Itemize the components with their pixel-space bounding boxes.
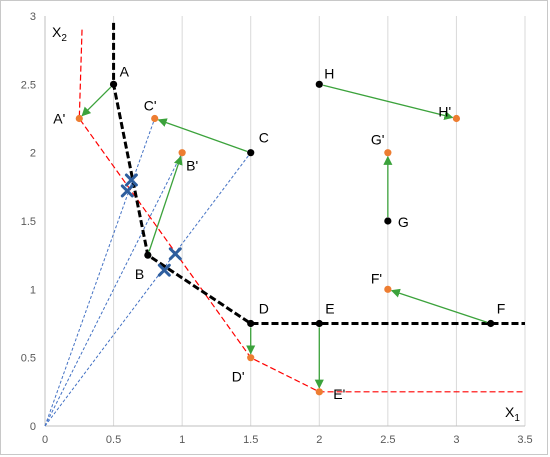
point-label-C-prime: C' [144,98,157,114]
frontiers [78,22,525,393]
point-A-prime [75,114,83,123]
x-tick-label: 1.5 [243,434,258,446]
point-label-A: A [120,63,130,79]
point-D [247,319,255,328]
x-tick-label: 1 [179,434,185,446]
y-tick-label: 2 [30,148,36,160]
x-tick-label: 2 [316,434,322,446]
origin-ray [44,118,156,427]
y-tick-label: 2.5 [21,79,36,91]
point-label-B: B [135,266,144,282]
point-G-prime [384,149,392,157]
points [75,80,495,396]
point-H [315,80,323,88]
point-label-G: G [398,214,409,230]
point-label-D: D [259,301,269,317]
point-label-E-prime: E' [333,386,345,402]
point-D-prime [247,354,255,362]
x-tick-label: 0 [42,434,48,446]
y-axis-label: X2 [52,24,67,44]
point-label-E: E [325,301,334,317]
point-label-C: C [259,130,269,146]
point-C-prime [151,114,159,123]
move-arrow-C [157,118,248,152]
x-tick-label: 2.5 [380,434,395,446]
point-E-prime [315,388,323,396]
y-tick-label: 0.5 [21,353,36,365]
point-label-H-prime: H' [438,104,451,120]
x-tick-label: 0.5 [106,434,121,446]
rays [44,118,252,427]
point-F [487,319,495,328]
intersection-cross [124,173,138,187]
point-B [144,251,152,259]
point-label-A-prime: A' [53,111,65,127]
point-B-prime [178,149,186,157]
intersection-cross [120,184,134,198]
point-C [247,149,255,157]
intersection-cross [168,247,182,261]
point-label-G-prime: G' [371,132,385,148]
point-G [384,217,392,225]
x-axis-label: X1 [505,404,520,424]
x-tick-label: 3.5 [517,434,532,446]
point-label-H: H [324,65,334,81]
move-arrow-F [390,288,488,323]
y-tick-label: 1 [30,284,36,296]
y-tick-label: 0 [30,421,36,433]
y-tick-label: 1.5 [21,216,36,228]
point-label-F-prime: F' [371,270,382,286]
axes: 0 0.5 1 1.5 2 2.5 3 3.5 0 0.5 1 1.5 2 2.5 3 [21,11,533,446]
intersection-cross [157,263,171,277]
y-tick-label: 3 [30,11,36,23]
x-tick-label: 3 [453,434,459,446]
origin-ray [44,152,252,427]
projected-frontier [78,29,525,393]
point-label-D-prime: D' [232,369,245,385]
point-labels: A B C D E F G H A' B' C' D' E' F' G' H' [53,63,505,402]
point-A [109,80,118,88]
point-E [315,319,323,328]
origin-ray [44,152,183,427]
point-H-prime [452,114,461,123]
point-label-B-prime: B' [186,158,198,174]
intersection-crosses [120,173,182,277]
move-arrow-B [148,155,183,252]
move-arrow-H [323,84,454,120]
point-label-F: F [497,301,506,317]
move-arrow-A [81,86,112,117]
move-arrows [81,84,488,389]
point-F-prime [384,285,392,293]
